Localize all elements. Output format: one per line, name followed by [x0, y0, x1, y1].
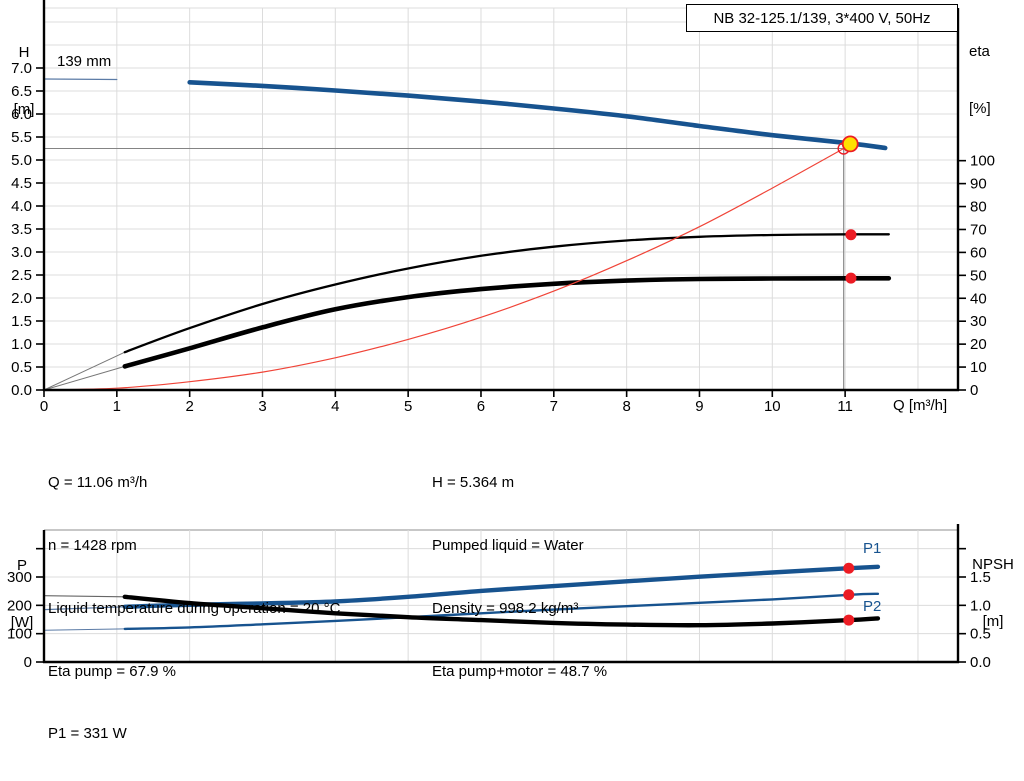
cond-eta-pump-motor: Eta pump+motor = 48.7 %	[432, 663, 608, 680]
p2-curve-label: P2	[863, 598, 882, 615]
cond-liquid: Pumped liquid = Water	[432, 537, 584, 554]
p-axis-unit: [W]	[10, 614, 34, 631]
svg-text:0: 0	[40, 398, 48, 415]
duty-point	[841, 135, 859, 153]
svg-text:60: 60	[970, 244, 987, 261]
h-axis-symbol: H	[18, 44, 30, 61]
series-npsh-curve	[43, 594, 881, 628]
svg-text:70: 70	[970, 221, 987, 238]
cond-temperature: Liquid temperature during operation = 20…	[48, 600, 341, 617]
p-axis-symbol: P	[16, 557, 27, 574]
svg-text:40: 40	[970, 290, 987, 307]
svg-text:5: 5	[404, 398, 412, 415]
svg-text:3.0: 3.0	[11, 244, 32, 261]
svg-text:0: 0	[970, 382, 978, 399]
series-p2-power	[43, 592, 880, 631]
conditions-right: H = 5.364 m Pumped liquid = Water Densit…	[432, 430, 607, 724]
svg-text:80: 80	[970, 199, 987, 216]
chart-title-box: NB 32-125.1/139, 3*400 V, 50Hz	[686, 4, 958, 32]
svg-text:0: 0	[24, 654, 32, 671]
series-eta-pump-motor	[43, 275, 892, 391]
qh-grid	[44, 7, 958, 390]
svg-text:7.0: 7.0	[11, 60, 32, 77]
h-axis-title: H [m]	[4, 5, 44, 157]
svg-text:20: 20	[970, 336, 987, 353]
svg-text:2: 2	[185, 398, 193, 415]
qh-axes: 0.0 0.5 1.0 1.5 2.0 2.5 3.0 3.5 4.0 4.5 5.0 5.5 6.0 6…	[11, 0, 995, 415]
svg-text:100: 100	[7, 626, 32, 643]
svg-text:2.0: 2.0	[11, 290, 32, 307]
svg-text:6.5: 6.5	[11, 83, 32, 100]
svg-text:4.0: 4.0	[11, 198, 32, 215]
series-system-curve	[43, 147, 845, 391]
p2-duty-dot	[843, 589, 855, 601]
svg-text:200: 200	[7, 597, 32, 614]
npsh-axis-symbol: NPSH	[972, 556, 1014, 573]
svg-text:3.5: 3.5	[11, 221, 32, 238]
results-block: P1 = 331 W P2 = 237.3 W NPSH = 0.8 m Max…	[48, 681, 383, 781]
svg-text:30: 30	[970, 313, 987, 330]
eta-pump-motor-duty-dot	[845, 272, 857, 284]
svg-text:0.5: 0.5	[970, 626, 991, 643]
p-axis-title: P [W]	[2, 518, 42, 670]
svg-text:50: 50	[970, 267, 987, 284]
svg-text:1.0: 1.0	[970, 597, 991, 614]
svg-text:100: 100	[970, 153, 995, 170]
svg-text:0.0: 0.0	[970, 654, 991, 671]
svg-text:1: 1	[113, 398, 121, 415]
impeller-diameter-label: 139 mm	[57, 53, 112, 70]
series-head-curve-139mm	[43, 78, 888, 151]
svg-text:1.5: 1.5	[11, 313, 32, 330]
result-p1: P1 = 331 W	[48, 725, 127, 742]
svg-text:0.0: 0.0	[11, 382, 32, 399]
svg-text:0.5: 0.5	[11, 359, 32, 376]
svg-text:10: 10	[970, 359, 987, 376]
series-p1-power	[43, 564, 881, 611]
chart-title: NB 32-125.1/139, 3*400 V, 50Hz	[713, 9, 931, 27]
q-axis-title: Q [m³/h]	[893, 397, 948, 414]
qh-chart: 0.0 0.5 1.0 1.5 2.0 2.5 3.0 3.5 4.0 4.5 5.0 5.5 6.0 6…	[11, 0, 995, 415]
cond-eta-pump: Eta pump = 67.9 %	[48, 663, 176, 680]
svg-text:11: 11	[837, 398, 853, 415]
npsh-duty-dot	[843, 614, 855, 626]
cond-head: H = 5.364 m	[432, 474, 515, 491]
pn-axes: 0 100 200 300 0.0 0.5 1.0 1.5	[7, 524, 991, 671]
svg-text:6.0: 6.0	[11, 106, 32, 123]
svg-text:2.5: 2.5	[11, 267, 32, 284]
svg-text:4.5: 4.5	[11, 175, 32, 192]
pn-chart: 0 100 200 300 0.0 0.5 1.0 1.5	[7, 524, 991, 671]
series-eta-pump	[43, 233, 890, 391]
svg-text:1.0: 1.0	[11, 336, 32, 353]
svg-text:3: 3	[258, 398, 266, 415]
svg-text:4: 4	[331, 398, 339, 415]
eta-pump-duty-dot	[845, 229, 857, 241]
eta-axis-symbol: eta	[969, 43, 990, 60]
npsh-axis-title: NPSH [m]	[964, 517, 1022, 669]
cond-speed: n = 1428 rpm	[48, 537, 137, 554]
svg-text:90: 90	[970, 176, 987, 193]
svg-text:9: 9	[695, 398, 703, 415]
p1-curve-label: P1	[863, 540, 882, 557]
svg-text:300: 300	[7, 569, 32, 586]
cond-density: Density = 998.2 kg/m³	[432, 600, 579, 617]
duty-guides	[44, 147, 845, 390]
eta-axis-title: eta [%]	[969, 4, 991, 156]
svg-text:6: 6	[477, 398, 485, 415]
cond-q: Q = 11.06 m³/h	[48, 474, 148, 491]
svg-text:5.5: 5.5	[11, 129, 32, 146]
p1-duty-dot	[843, 562, 855, 574]
eta-axis-unit: [%]	[969, 100, 991, 117]
npsh-axis-unit: [m]	[982, 613, 1004, 630]
svg-text:10: 10	[764, 398, 781, 415]
conditions-left: Q = 11.06 m³/h n = 1428 rpm Liquid tempe…	[48, 430, 340, 724]
svg-text:7: 7	[550, 398, 558, 415]
svg-text:1.5: 1.5	[970, 569, 991, 586]
svg-text:8: 8	[622, 398, 630, 415]
svg-text:5.0: 5.0	[11, 152, 32, 169]
h-axis-unit: [m]	[13, 101, 35, 118]
